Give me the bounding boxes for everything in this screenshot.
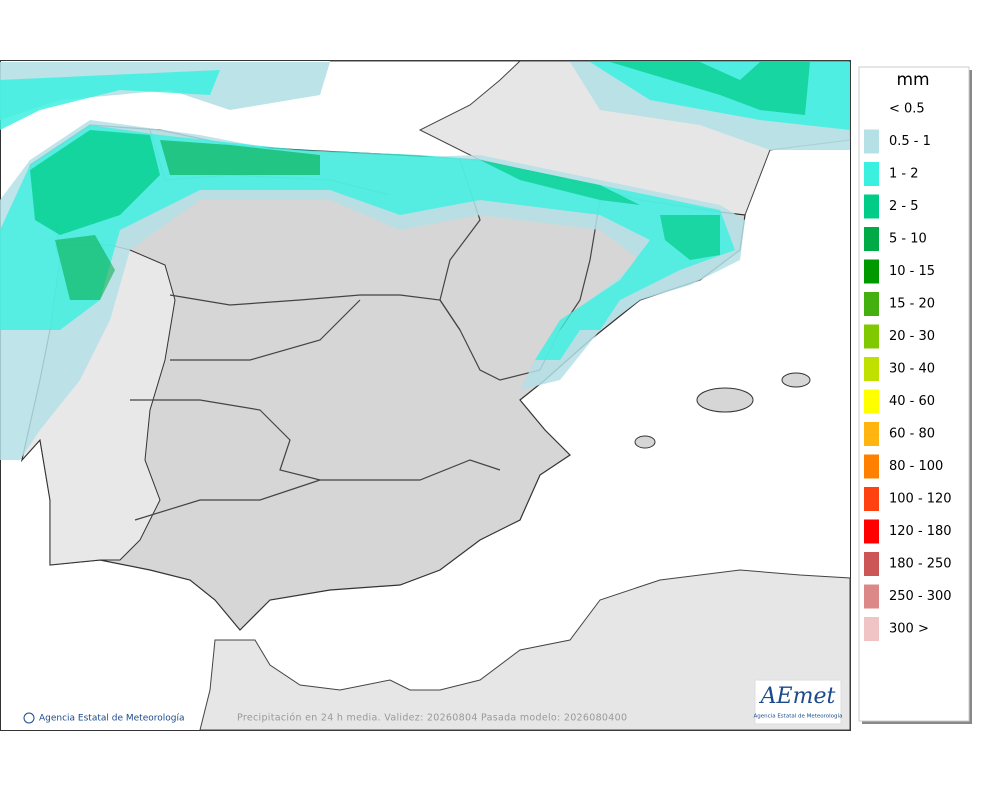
- precip-area: [160, 140, 320, 175]
- legend-label: 250 - 300: [889, 589, 952, 604]
- legend-swatch: [864, 292, 879, 316]
- legend-label: 0.5 - 1: [889, 134, 931, 149]
- legend-swatch: [864, 194, 879, 219]
- map: [0, 60, 851, 731]
- island-mallorca: [696, 387, 754, 413]
- legend-swatch: [864, 389, 879, 414]
- legend: mm < 0.5 0.5 - 1 1 - 2 2 - 5 5 - 10 10 - 15 15…: [858, 66, 972, 724]
- border: [439, 159, 561, 381]
- island-ibiza: [634, 435, 656, 449]
- legend-label: 15 - 20: [889, 297, 935, 312]
- logo: AEmet Agencia Estatal de Meteorología: [754, 679, 843, 725]
- legend-swatch: [864, 129, 879, 154]
- legend-label: 5 - 10: [889, 232, 927, 247]
- legend-label: 120 - 180: [889, 524, 952, 539]
- legend-label: 30 - 40: [889, 362, 935, 377]
- logo-subtitle: Agencia Estatal de Meteorología: [754, 713, 843, 720]
- legend-swatch: [864, 357, 879, 381]
- precip-area: [0, 70, 220, 130]
- legend-swatch: [864, 422, 879, 446]
- precip-area: [30, 130, 160, 235]
- legend-label: 10 - 15: [889, 264, 935, 279]
- precipitation: [0, 62, 850, 460]
- legend-label: 80 - 100: [889, 459, 943, 474]
- legend-label: 2 - 5: [889, 199, 919, 214]
- precip-area: [610, 62, 810, 115]
- border: [134, 479, 321, 521]
- legend-swatch: [864, 519, 879, 544]
- legend-label: 20 - 30: [889, 329, 935, 344]
- legend-swatch: [864, 259, 879, 284]
- legend-label: 180 - 250: [889, 557, 952, 572]
- logo-box: [754, 679, 842, 725]
- land-africa: [199, 569, 851, 731]
- legend-label: < 0.5: [889, 102, 925, 117]
- copyright-icon: [23, 712, 35, 724]
- logo-name: AEmet: [759, 684, 836, 709]
- legend-label: 100 - 120: [889, 492, 952, 507]
- border: [130, 399, 501, 481]
- legend-label: 1 - 2: [889, 167, 919, 182]
- legend-swatch: [864, 552, 879, 576]
- legend-swatch: [864, 227, 879, 251]
- legend-title: mm: [896, 70, 929, 90]
- legend-swatch: [864, 487, 879, 511]
- legend-swatch: [864, 162, 879, 186]
- legend-label: 300 >: [889, 622, 929, 637]
- border: [170, 299, 361, 361]
- legend-label: 40 - 60: [889, 394, 935, 409]
- island-menorca: [781, 372, 811, 388]
- legend-swatch: [864, 584, 879, 609]
- precip-area: [480, 160, 640, 205]
- precip-area: [660, 215, 720, 260]
- legend-label: 60 - 80: [889, 427, 935, 442]
- legend-swatch: [864, 617, 879, 641]
- legend-swatch: [864, 324, 879, 349]
- legend-swatch: [864, 454, 879, 479]
- caption: Precipitación en 24 h media. Validez: 20…: [237, 713, 627, 724]
- precip-area: [55, 235, 115, 300]
- credit: Agencia Estatal de Meteorología: [39, 714, 185, 724]
